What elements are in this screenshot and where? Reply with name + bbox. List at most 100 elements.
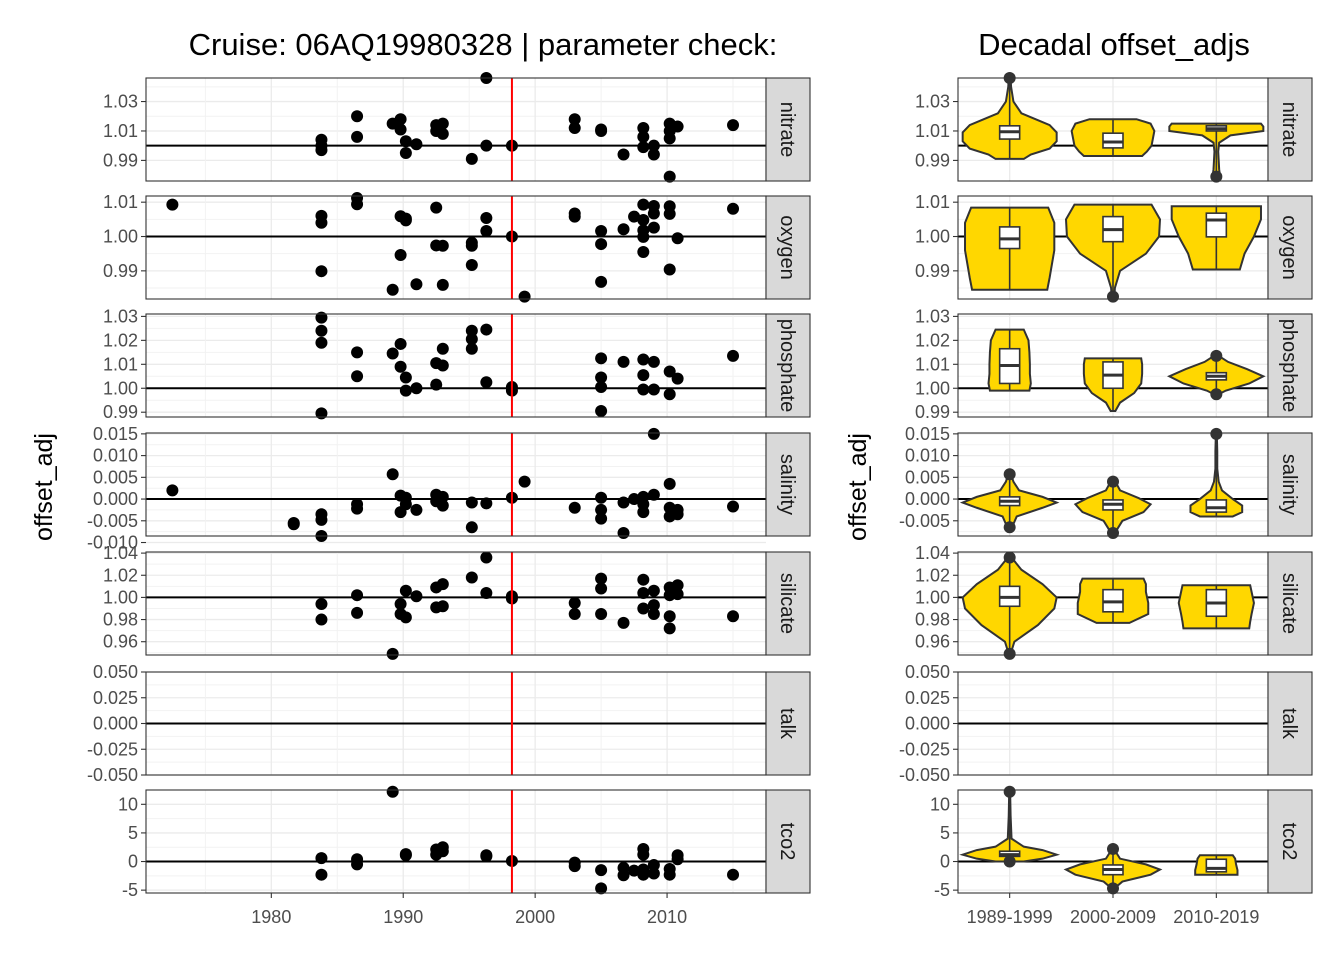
box-iqr — [1205, 499, 1228, 513]
data-point — [617, 148, 630, 161]
data-point — [617, 869, 630, 882]
data-point — [663, 263, 676, 276]
data-point — [595, 882, 608, 895]
y-tick-label: 0.99 — [103, 402, 138, 422]
data-point — [647, 383, 660, 396]
data-point — [663, 207, 676, 220]
data-point — [628, 210, 641, 223]
violin-panel-phosphate: 0.99 1.00 1.01 1.02 1.03 phosphate — [915, 306, 1313, 422]
data-point — [637, 602, 650, 615]
data-point — [568, 596, 581, 609]
facet-strip-label-salinity: salinity — [776, 454, 798, 515]
facet-strip-label-phosphate: phosphate — [776, 319, 798, 412]
data-point — [595, 864, 608, 877]
data-point — [315, 265, 328, 278]
data-point — [351, 502, 364, 515]
y-tick-label: 0.99 — [103, 150, 138, 170]
data-point — [628, 864, 641, 877]
data-point — [410, 503, 423, 516]
data-point — [637, 230, 650, 243]
data-point — [480, 225, 493, 238]
data-point — [394, 337, 407, 350]
panel-content — [146, 785, 766, 895]
data-point — [617, 355, 630, 368]
data-point — [394, 113, 407, 126]
data-point — [595, 225, 608, 238]
data-point — [595, 275, 608, 288]
right-y-axis-label: offset_adj — [844, 433, 872, 541]
outlier-point — [1107, 290, 1119, 303]
facet-strip-label-talk: talk — [776, 708, 798, 740]
y-tick-label: 1.02 — [103, 330, 138, 350]
data-point — [465, 259, 478, 272]
y-tick-label: 1.02 — [103, 565, 138, 585]
panel-content — [146, 192, 766, 303]
data-point — [394, 249, 407, 262]
x-tick-label: 2000-2009 — [1070, 907, 1156, 927]
data-point — [663, 365, 676, 378]
data-point — [386, 283, 399, 296]
y-tick-label: 1.01 — [915, 121, 950, 141]
y-tick-label: -0.025 — [899, 739, 950, 759]
facet-strip-tco2 — [765, 789, 811, 894]
data-point — [465, 152, 478, 165]
outlier-point — [1210, 388, 1223, 401]
data-point — [617, 223, 630, 236]
data-point — [480, 376, 493, 389]
data-point — [399, 147, 412, 160]
data-point — [637, 383, 650, 396]
data-point — [637, 353, 650, 366]
data-point — [351, 589, 364, 602]
data-point — [436, 600, 449, 613]
data-point — [595, 352, 608, 365]
data-point — [351, 198, 364, 211]
facet-strip-label-tco2: tco2 — [1278, 823, 1300, 861]
data-point — [727, 119, 740, 132]
y-tick-label: 0.96 — [103, 632, 138, 652]
data-point — [480, 586, 493, 599]
data-point — [568, 608, 581, 621]
violin-panel-oxygen: 0.99 1.00 1.01 oxygen — [915, 192, 1313, 303]
data-point — [647, 599, 660, 612]
data-point — [287, 518, 300, 531]
data-point — [647, 207, 660, 220]
data-point — [480, 850, 493, 863]
data-point — [386, 468, 399, 481]
data-point — [595, 238, 608, 251]
x-tick-label: 2010-2019 — [1173, 907, 1259, 927]
data-point — [595, 124, 608, 137]
data-point — [628, 493, 641, 506]
y-tick-label: 1.03 — [103, 92, 138, 112]
data-point — [436, 359, 449, 372]
facet-strip-phosphate — [765, 313, 811, 418]
data-point — [315, 852, 328, 865]
y-tick-label: 1.04 — [915, 543, 950, 563]
data-point — [399, 584, 412, 597]
facet-strip-nitrate — [1267, 77, 1313, 182]
data-point — [663, 868, 676, 881]
y-tick-label: 0.98 — [103, 610, 138, 630]
data-point — [351, 606, 364, 619]
y-tick-label: 0.000 — [93, 714, 138, 734]
data-point — [663, 477, 676, 490]
y-tick-label: -0.050 — [899, 765, 950, 785]
x-tick-label: 1980 — [251, 907, 291, 927]
data-point — [399, 611, 412, 624]
y-tick-label: 0.99 — [915, 402, 950, 422]
outlier-point — [1107, 475, 1119, 488]
outlier-point — [1003, 521, 1016, 534]
y-tick-label: 1.03 — [915, 92, 950, 112]
facet-strip-label-tco2: tco2 — [776, 823, 798, 861]
data-point — [647, 608, 660, 621]
data-point — [465, 324, 478, 337]
data-point — [351, 130, 364, 143]
y-tick-label: 10 — [118, 794, 138, 814]
data-point — [518, 475, 531, 488]
facet-strip-nitrate — [765, 77, 811, 182]
data-point — [480, 139, 493, 152]
data-point — [671, 579, 684, 592]
y-tick-label: 5 — [128, 823, 138, 843]
data-point — [663, 388, 676, 401]
data-point — [727, 868, 740, 881]
data-point — [480, 551, 493, 564]
